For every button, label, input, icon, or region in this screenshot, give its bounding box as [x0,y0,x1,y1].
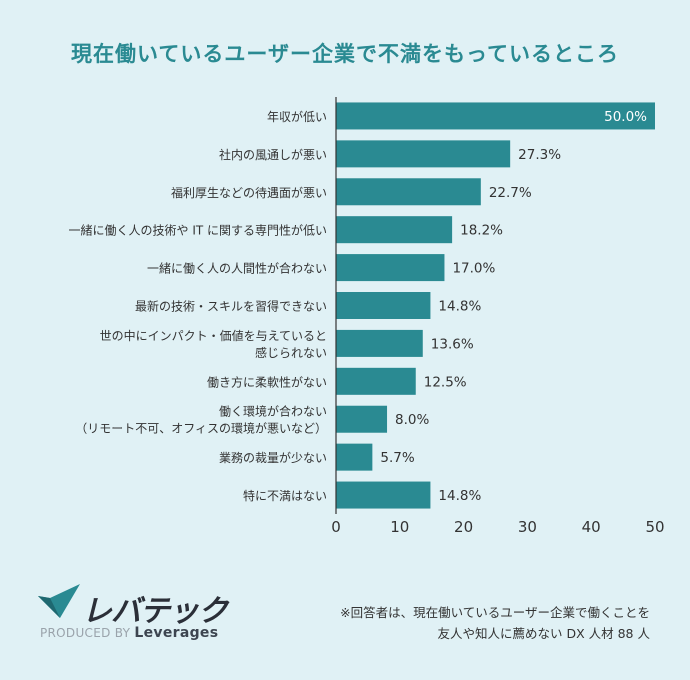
bar-value-label: 50.0% [604,109,647,125]
category-label: 働く環境が合わない [219,404,327,419]
category-label: 働き方に柔軟性がない [207,374,327,389]
x-tick-label: 30 [518,518,537,536]
bar-value-label: 14.8% [438,488,481,504]
bar [336,216,453,244]
produced-company: Leverages [134,625,219,641]
bar-value-label: 18.2% [460,223,503,239]
produced-prefix: PRODUCED BY [40,626,131,640]
category-label: 年収が低い [267,109,327,124]
bar [336,140,511,168]
category-label: 特に不満はない [243,488,327,503]
bar-value-label: 5.7% [380,450,414,466]
bar [336,443,373,471]
bar-value-label: 13.6% [431,336,474,352]
bar [336,481,431,509]
bar [336,178,481,206]
note-line-1: ※回答者は、現在働いているユーザー企業で働くことを [340,605,650,620]
category-label: 一緒に働く人の人間性が合わない [147,261,327,276]
bar [336,405,388,433]
bar-value-label: 8.0% [395,412,429,428]
bar [336,329,423,357]
levtech-logo-icon [38,584,80,618]
x-tick-label: 40 [582,518,601,536]
category-label: 世の中にインパクト・価値を与えていると [100,328,327,343]
category-label: 社内の風通しが悪い [219,147,327,162]
x-tick-label: 0 [331,518,341,536]
bar-value-label: 12.5% [424,374,467,390]
note-line-2: 友人や知人に薦めない DX 人材 88 人 [437,626,651,641]
bar [336,292,431,319]
category-label: 福利厚生などの待遇面が悪い [171,185,327,200]
brand-name: レバテック [82,594,228,629]
bar [336,102,655,130]
category-label: 一緒に働く人の技術や IT に関する専門性が低い [69,223,328,238]
category-label: 感じられない [255,345,327,360]
category-label: 最新の技術・スキルを習得できない [135,299,327,314]
bar-value-label: 27.3% [518,147,561,163]
x-tick-label: 20 [454,518,473,536]
bar-value-label: 14.8% [438,299,481,315]
x-tick-label: 50 [645,518,664,536]
bar-value-label: 17.0% [452,261,495,277]
respondent-note: ※回答者は、現在働いているユーザー企業で働くことを 友人や知人に薦めない DX … [230,602,650,644]
category-label: 業務の裁量が少ない [219,450,327,465]
chart-title: 現在働いているユーザー企業で不満をもっているところ [71,42,619,66]
bar [336,254,445,282]
produced-by: PRODUCED BY Leverages [40,625,218,641]
x-tick-label: 10 [390,518,409,536]
bar [336,367,416,395]
category-label: （リモート不可、オフィスの環境が悪いなど） [75,421,327,436]
bar-chart: 50.0% 年収が低い 27.3% 社内の風通しが悪い 22.7% 福利厚生などの待遇面が… [69,97,665,536]
bar-value-label: 22.7% [489,185,532,201]
